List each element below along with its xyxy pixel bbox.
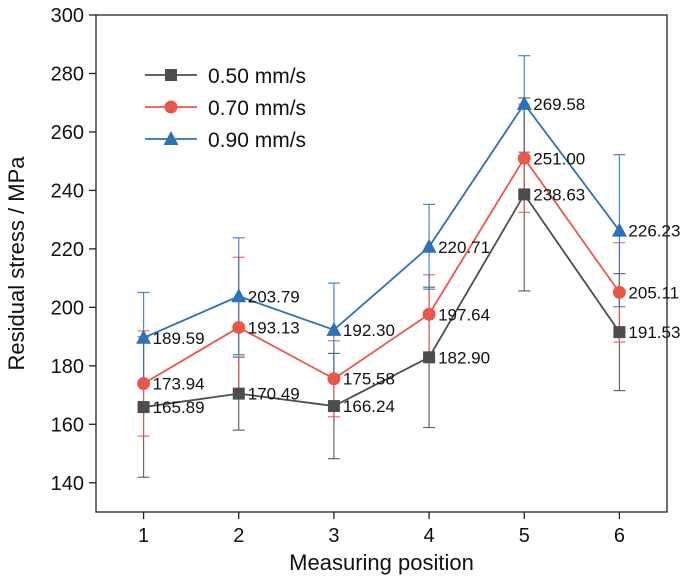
x-axis-title: Measuring position (289, 550, 474, 575)
legend: 0.50 mm/s 0.70 mm/s 0.90 mm/s (145, 65, 306, 152)
circle-marker (232, 320, 246, 334)
y-axis-title: Residual stress / MPa (4, 156, 29, 371)
y-tick-label: 260 (51, 122, 84, 144)
circle-marker (137, 377, 151, 391)
data-label: 197.64 (438, 305, 490, 324)
data-label: 205.11 (628, 283, 679, 302)
data-label: 226.23 (628, 222, 680, 241)
square-marker (518, 188, 531, 201)
data-label: 269.58 (533, 95, 585, 114)
y-tick-label: 240 (51, 180, 84, 202)
x-tick-label: 6 (614, 525, 625, 547)
data-label: 203.79 (248, 287, 300, 306)
y-tick-label: 200 (51, 297, 84, 319)
series-line-0 (143, 192, 621, 408)
x-tick-label: 5 (519, 525, 530, 547)
triangle-marker (421, 238, 437, 253)
series-markers (136, 95, 627, 414)
y-tick-label: 300 (51, 5, 84, 27)
data-label: 220.71 (438, 238, 490, 257)
series-lines (143, 102, 621, 408)
series-line-1 (143, 156, 621, 385)
plot-frame (95, 14, 668, 513)
y-tick-label: 140 (51, 473, 84, 495)
x-tick-label: 3 (328, 525, 339, 547)
legend-label: 0.50 mm/s (208, 65, 306, 88)
y-tick-label: 180 (51, 356, 84, 378)
x-tick-label: 4 (424, 525, 435, 547)
y-tick-label: 280 (51, 63, 84, 85)
circle-marker (612, 285, 626, 299)
data-label: 165.89 (153, 398, 205, 417)
triangle-marker (136, 329, 152, 344)
circle-marker (517, 151, 531, 165)
triangle-marker (516, 95, 532, 110)
circle-marker (422, 307, 436, 321)
data-label: 189.59 (153, 329, 205, 348)
data-label: 238.63 (533, 185, 585, 204)
data-label: 170.49 (248, 385, 300, 404)
square-marker (137, 401, 150, 414)
square-marker (232, 387, 245, 400)
y-tick-label: 160 (51, 414, 84, 436)
data-label: 192.30 (343, 321, 395, 340)
y-axis: 140 160 180 200 220 240 260 280 300 (51, 5, 96, 495)
triangle-marker (611, 222, 627, 237)
data-label: 193.13 (248, 318, 300, 337)
square-marker (613, 326, 626, 339)
x-axis: 1 2 3 4 5 6 (138, 512, 625, 547)
square-marker (165, 69, 177, 81)
y-tick-label: 220 (51, 239, 84, 261)
series-line-2 (143, 102, 621, 339)
data-label: 166.24 (343, 397, 395, 416)
legend-label: 0.90 mm/s (208, 129, 306, 152)
square-marker (423, 351, 436, 364)
triangle-marker (231, 288, 247, 303)
triangle-marker (163, 131, 179, 145)
data-labels: 165.89 170.49 166.24 182.90 238.63 191.53 173.… (153, 95, 681, 417)
triangle-marker (326, 321, 342, 336)
x-tick-label: 2 (233, 525, 244, 547)
data-label: 251.00 (533, 149, 585, 168)
circle-marker (164, 100, 178, 114)
x-tick-label: 1 (138, 525, 149, 547)
data-label: 182.90 (438, 348, 490, 367)
circle-marker (327, 372, 341, 386)
data-label: 191.53 (628, 323, 680, 342)
legend-label: 0.70 mm/s (208, 97, 306, 120)
data-label: 175.58 (343, 370, 395, 389)
data-label: 173.94 (153, 375, 205, 394)
square-marker (327, 400, 340, 413)
